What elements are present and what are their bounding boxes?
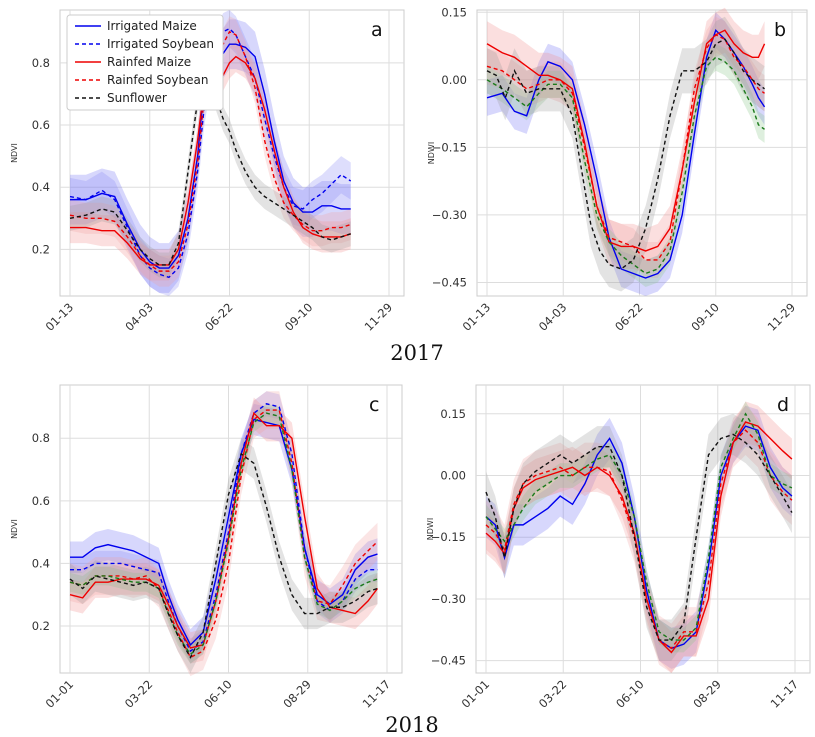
series-line (70, 418, 378, 646)
series-line (486, 29, 766, 252)
y-tick-label: 0.4 (32, 180, 50, 194)
y-tick-label: 0.15 (440, 407, 466, 421)
y-tick-label: 0.2 (32, 242, 50, 256)
series-band (486, 405, 792, 669)
year-label-2018: 2018 (385, 713, 438, 737)
series-band (486, 401, 792, 653)
legend-entry: Irrigated Maize (107, 19, 197, 33)
y-axis-label: NDWI (427, 142, 436, 164)
y-axis-label: NDVI (10, 143, 19, 163)
x-tick-label: 06-10 (613, 677, 647, 711)
y-tick-label: 0.00 (441, 73, 467, 87)
series-line (69, 27, 352, 279)
x-tick-label: 11-29 (362, 300, 396, 334)
y-tick-label: −0.15 (431, 530, 466, 544)
y-tick-label: 0.15 (441, 5, 467, 19)
legend-box (66, 14, 224, 111)
series-line (486, 38, 765, 270)
legend: Irrigated Maize Irrigated Soybean Rainfed … (66, 14, 224, 111)
x-tick-label: 04-03 (122, 300, 156, 334)
x-tick-label: 09-10 (688, 300, 722, 334)
y-tick-label: −0.30 (432, 208, 467, 222)
series-band (486, 405, 792, 673)
y-tick-label: −0.45 (431, 654, 466, 668)
y-tick-label: 0.2 (32, 619, 50, 633)
y-tick-label: 0.6 (32, 118, 50, 132)
x-tick-label: 08-29 (280, 677, 314, 711)
x-tick-label: 11-17 (360, 677, 394, 711)
y-tick-label: −0.15 (432, 140, 467, 154)
series-band (487, 7, 765, 274)
series-band (486, 401, 792, 673)
y-tick-label: 0.8 (32, 56, 50, 70)
plot-area (475, 384, 811, 674)
series-line (69, 412, 378, 656)
x-tick-label: 11-17 (768, 677, 802, 711)
x-tick-label: 11-29 (765, 300, 799, 334)
series-line (485, 412, 793, 641)
y-tick-label: 0.4 (32, 556, 50, 570)
series-line (486, 33, 765, 261)
series-line (69, 452, 378, 659)
y-axis-label: NDVI (10, 519, 19, 539)
series-band (487, 12, 765, 297)
panel-letter: c (369, 394, 379, 416)
panel-d-ndwi-2018: −0.45 −0.30 −0.15 0.00 0.15 01-01 03-22 06-10 08… (426, 384, 811, 711)
x-tick-label: 04-03 (536, 300, 570, 334)
x-tick-label: 03-22 (536, 677, 570, 711)
x-tick-label: 01-13 (460, 300, 494, 334)
legend-entry: Sunflower (107, 91, 167, 105)
series-band (70, 403, 378, 661)
y-tick-label: 0.00 (440, 469, 466, 483)
y-tick-label: 0.8 (32, 431, 50, 445)
legend-entry: Rainfed Soybean (107, 73, 208, 87)
panel-letter: b (774, 19, 786, 41)
panel-letter: d (777, 394, 789, 416)
legend-entry: Rainfed Maize (107, 55, 191, 69)
x-tick-label: 09-10 (282, 300, 316, 334)
y-tick-label: 0.6 (32, 494, 50, 508)
series-band (487, 16, 765, 278)
x-tick-label: 01-13 (43, 300, 77, 334)
series-line (485, 433, 793, 641)
series-band (70, 19, 351, 293)
x-tick-label: 01-01 (459, 677, 493, 711)
x-tick-label: 01-01 (43, 677, 77, 711)
year-label-2017: 2017 (390, 341, 443, 365)
x-tick-label: 03-22 (122, 677, 156, 711)
panel-letter: a (371, 19, 383, 41)
panel-c-ndvi-2018: 0.2 0.4 0.6 0.8 01-01 03-22 06-10 08-29 11-17 NDV… (10, 384, 403, 711)
y-tick-label: −0.45 (432, 275, 467, 289)
y-axis-label: NDWI (426, 518, 435, 540)
series-band (70, 438, 378, 673)
y-tick-label: −0.30 (431, 592, 466, 606)
series-line (69, 409, 378, 659)
x-tick-label: 06-10 (201, 677, 235, 711)
series-band (487, 43, 765, 287)
x-tick-label: 06-22 (612, 300, 646, 334)
x-tick-label: 06-22 (202, 300, 236, 334)
x-tick-label: 08-29 (690, 677, 724, 711)
panel-b-ndwi-2017: −0.45 −0.30 −0.15 0.00 0.15 01-13 04-03 06-22 09… (427, 5, 808, 334)
series-line (485, 421, 793, 654)
legend-entry: Irrigated Soybean (107, 37, 214, 51)
